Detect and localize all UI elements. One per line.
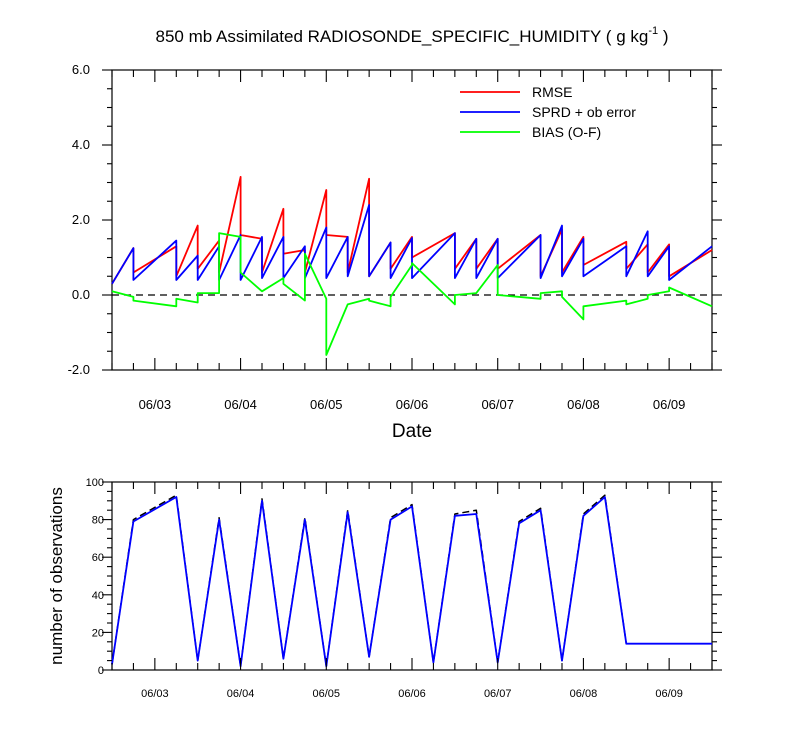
bottom-y-tick-label: 80: [92, 515, 104, 527]
bottom-series-possible-observations: [111, 494, 712, 667]
bottom-x-tick-label: 06/05: [313, 688, 341, 700]
chart-title-end: ): [658, 27, 668, 46]
top-x-axis-label: Date: [392, 421, 432, 442]
bottom-y-tick-label: 20: [92, 627, 104, 639]
top-x-tick-label: 06/07: [481, 397, 514, 412]
bottom-x-tick-label: 06/04: [227, 688, 255, 700]
top-legend: RMSE SPRD + ob error BIAS (O-F): [460, 84, 636, 140]
bottom-y-axis-label: number of observations: [47, 487, 66, 665]
bottom-y-tick-label: 100: [86, 477, 104, 489]
bottom-series-assimilated-observations: [111, 496, 712, 668]
top-series-bias-o-f: [111, 232, 713, 356]
bottom-x-tick-label: 06/09: [655, 688, 683, 700]
bottom-x-tick-label: 06/07: [484, 688, 512, 700]
top-x-tick-label: 06/04: [224, 397, 257, 412]
bottom-x-tick-label: 06/08: [570, 688, 598, 700]
top-x-tick-label: 06/05: [310, 397, 343, 412]
top-y-tick-label: 6.0: [72, 62, 90, 77]
legend-label: RMSE: [532, 84, 572, 100]
bottom-series-group: [111, 494, 712, 668]
bottom-x-tick-label: 06/06: [398, 688, 426, 700]
top-x-tick-label: 06/03: [139, 397, 172, 412]
bottom-y-tick-label: 60: [92, 552, 104, 564]
top-y-tick-label: 4.0: [72, 137, 90, 152]
top-x-tick-label: 06/06: [396, 397, 429, 412]
top-series-group: [111, 175, 713, 356]
legend-label: SPRD + ob error: [532, 104, 636, 120]
bottom-y-tick-label: 0: [98, 665, 104, 677]
top-x-tick-label: 06/08: [567, 397, 600, 412]
top-y-tick-label: 0.0: [72, 287, 90, 302]
top-x-tick-label: 06/09: [653, 397, 686, 412]
chart-title-superscript: -1: [648, 25, 658, 37]
bottom-ticks-group: 06/03 06/04 06/05 06/06 06/07 06/08 06/09 0 20 40…: [86, 477, 722, 700]
top-ticks-group: 06/03 06/04 06/05 06/06 06/07 06/08 06/09 -2.0 0…: [68, 62, 722, 412]
top-y-tick-label: 2.0: [72, 212, 90, 227]
bottom-panel: 06/03 06/04 06/05 06/06 06/07 06/08 06/09 0 20 40…: [47, 477, 722, 700]
top-y-tick-label: -2.0: [68, 362, 90, 377]
chart-title: 850 mb Assimilated RADIOSONDE_SPECIFIC_H…: [156, 25, 669, 46]
bottom-x-tick-label: 06/03: [141, 688, 169, 700]
chart-title-main: 850 mb Assimilated RADIOSONDE_SPECIFIC_H…: [156, 27, 649, 46]
legend-label: BIAS (O-F): [532, 124, 601, 140]
bottom-y-tick-label: 40: [92, 590, 104, 602]
top-panel: 06/03 06/04 06/05 06/06 06/07 06/08 06/09 -2.0 0…: [68, 62, 722, 442]
